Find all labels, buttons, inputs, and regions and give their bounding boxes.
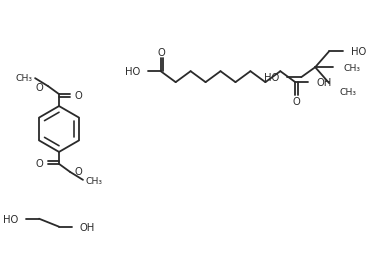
Text: CH₃: CH₃ [343,64,360,72]
Text: HO: HO [3,214,18,224]
Text: CH₃: CH₃ [339,87,356,96]
Text: O: O [75,91,83,101]
Text: O: O [292,97,300,107]
Text: HO: HO [124,67,140,77]
Text: O: O [158,48,166,58]
Text: OH: OH [316,78,331,88]
Text: CH₃: CH₃ [86,177,103,186]
Text: CH₃: CH₃ [15,73,32,82]
Text: HO: HO [264,73,279,83]
Text: O: O [35,83,43,93]
Text: O: O [75,166,83,176]
Text: HO: HO [351,47,366,57]
Text: O: O [35,158,43,168]
Text: OH: OH [80,222,95,232]
